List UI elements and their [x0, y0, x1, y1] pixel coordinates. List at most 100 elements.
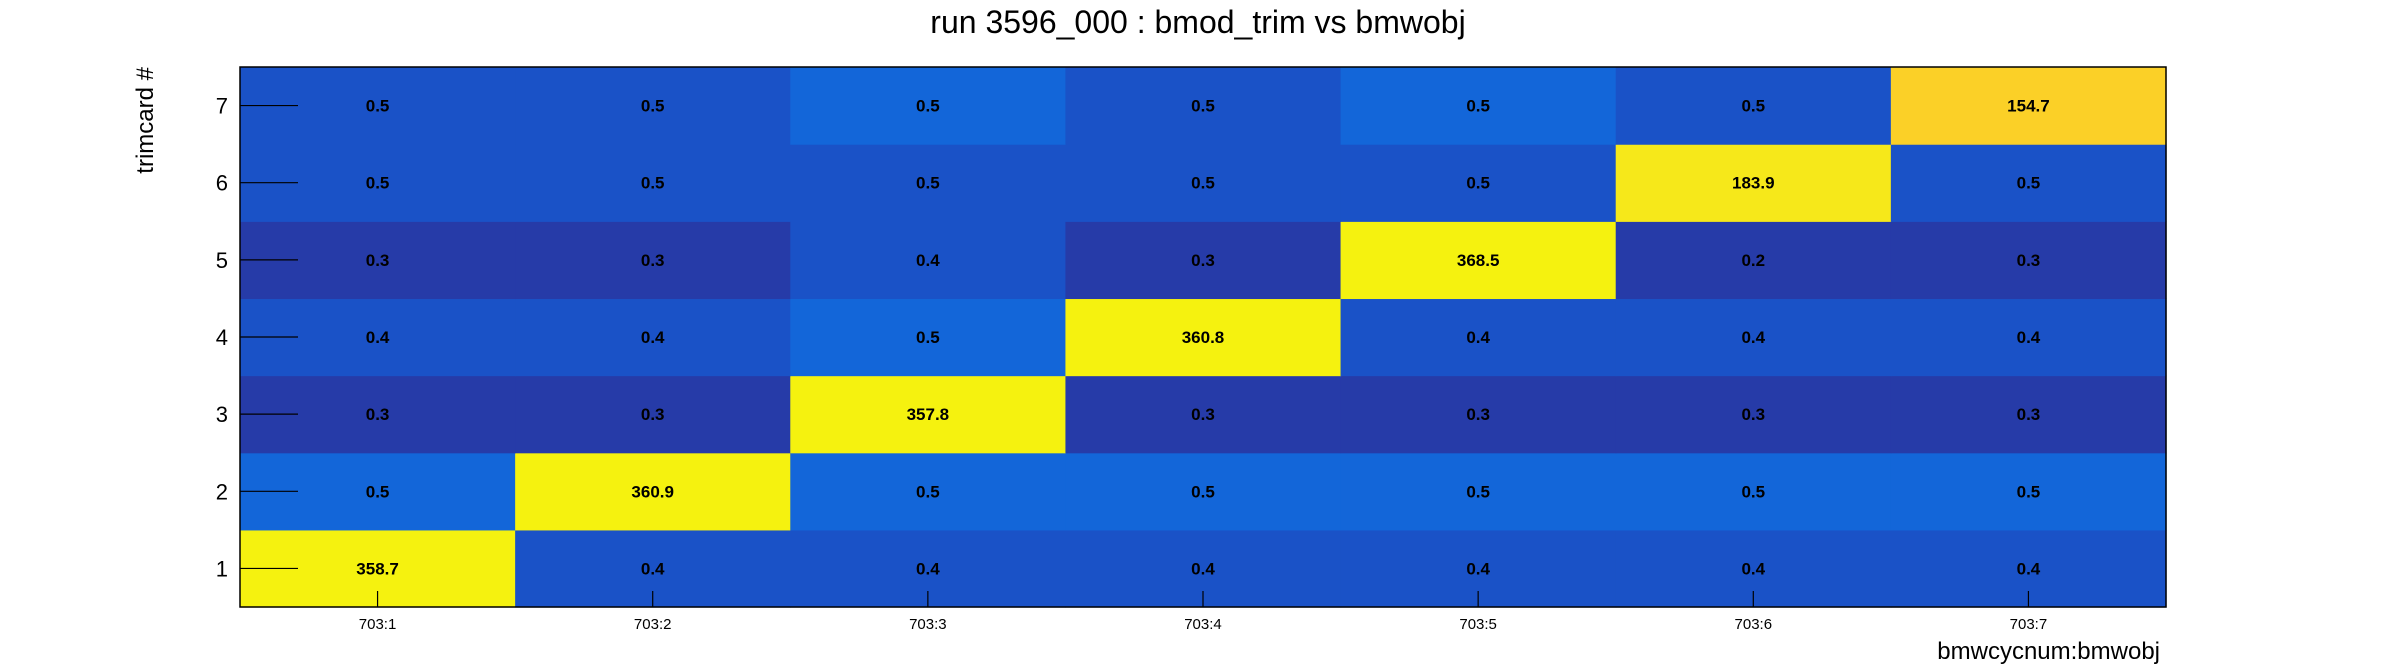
cell-value-label: 0.4: [1466, 328, 1490, 347]
heatmap-cell: [1065, 452, 1342, 531]
heatmap-cell: [1615, 221, 1892, 300]
cell-value-label: 358.7: [356, 559, 399, 578]
heatmap-cell: [790, 452, 1067, 531]
heatmap-cell: [1340, 298, 1617, 377]
y-tick-label: 4: [216, 325, 228, 350]
heatmap-cell: [1340, 221, 1617, 300]
x-tick-label: 703:6: [1735, 616, 1773, 633]
cell-value-label: 0.5: [1466, 97, 1490, 116]
y-tick-label: 1: [216, 556, 228, 581]
heatmap-cell: [1890, 144, 2167, 222]
heatmap-cell: [1340, 144, 1617, 222]
cell-value-label: 360.8: [1182, 328, 1225, 347]
cell-value-label: 154.7: [2007, 97, 2050, 116]
heatmap-cell: [790, 67, 1067, 145]
y-tick-label: 6: [216, 171, 228, 196]
cell-value-label: 0.5: [2017, 174, 2041, 193]
x-tick-label: 703:5: [1459, 616, 1497, 633]
cell-value-label: 0.4: [2017, 328, 2041, 347]
x-tick-label: 703:2: [634, 616, 672, 633]
cell-value-label: 0.3: [366, 405, 390, 424]
cell-value-label: 0.3: [641, 251, 665, 270]
cell-value-label: 0.5: [1191, 97, 1215, 116]
cell-value-label: 0.3: [366, 251, 390, 270]
cell-value-label: 0.5: [1741, 482, 1765, 501]
x-tick-label: 703:4: [1184, 616, 1222, 633]
heatmap-cell: [1890, 375, 2167, 454]
cell-value-label: 0.5: [366, 482, 390, 501]
heatmap-cells: [240, 67, 2167, 608]
heatmap-cell: [1340, 67, 1617, 145]
cell-value-labels: 358.7 0.4 0.4 0.4 0.4 0.4 0.4 0.5 360.9 0.5 0.5 0.5…: [356, 97, 2049, 579]
cell-value-label: 0.5: [916, 97, 940, 116]
heatmap-cell: [1615, 375, 1892, 454]
cell-value-label: 0.5: [1466, 174, 1490, 193]
heatmap-cell: [1615, 298, 1892, 377]
axis-ticks: [240, 104, 2030, 607]
cell-value-label: 0.3: [2017, 251, 2041, 270]
cell-value-label: 0.5: [641, 174, 665, 193]
heatmap-cell: [515, 221, 791, 300]
cell-value-label: 0.3: [1191, 251, 1215, 270]
cell-value-label: 0.4: [641, 328, 665, 347]
heatmap-cell: [1065, 221, 1342, 300]
cell-value-label: 0.3: [1466, 405, 1490, 424]
cell-value-label: 0.5: [641, 97, 665, 116]
heatmap-cell: [1615, 452, 1892, 531]
y-tick-label: 2: [216, 479, 228, 504]
heatmap-cell: [515, 452, 791, 531]
cell-value-label: 0.5: [916, 174, 940, 193]
y-tick-label: 7: [216, 94, 228, 119]
heatmap-cell: [1065, 375, 1342, 454]
x-tick-label: 703:1: [359, 616, 397, 633]
cell-value-label: 0.3: [1741, 405, 1765, 424]
x-axis-title: bmwcycnum:bmwobj: [1937, 638, 2160, 665]
heatmap-cell: [515, 375, 791, 454]
cell-value-label: 368.5: [1457, 251, 1500, 270]
cell-value-label: 0.5: [916, 482, 940, 501]
heatmap-cell: [1340, 452, 1617, 531]
cell-value-label: 0.4: [1741, 559, 1765, 578]
heatmap-cell: [1065, 144, 1342, 222]
cell-value-label: 0.5: [366, 97, 390, 116]
cell-value-label: 357.8: [907, 405, 950, 424]
heatmap-cell: [790, 375, 1067, 454]
heatmap-cell: [1890, 221, 2167, 300]
cell-value-label: 0.5: [1466, 482, 1490, 501]
heatmap-cell: [790, 144, 1067, 222]
cell-value-label: 0.5: [366, 174, 390, 193]
heatmap-cell: [515, 144, 791, 222]
cell-value-label: 0.4: [366, 328, 390, 347]
cell-value-label: 0.5: [2017, 482, 2041, 501]
cell-value-label: 0.5: [1191, 482, 1215, 501]
cell-value-label: 0.4: [916, 559, 940, 578]
cell-value-label: 0.2: [1741, 251, 1765, 270]
cell-value-label: 0.4: [1191, 559, 1215, 578]
plot-frame: [239, 66, 2167, 608]
cell-value-label: 0.5: [1741, 97, 1765, 116]
heatmap-cell: [1065, 67, 1342, 145]
cell-value-label: 0.4: [2017, 559, 2041, 578]
cell-value-label: 0.5: [916, 328, 940, 347]
heatmap-cell: [1890, 67, 2167, 145]
cell-value-label: 0.3: [1191, 405, 1215, 424]
heatmap-cell: [515, 298, 791, 377]
cell-value-label: 183.9: [1732, 174, 1775, 193]
cell-value-label: 360.9: [631, 482, 674, 501]
cell-value-label: 0.3: [2017, 405, 2041, 424]
heatmap-cell: [1615, 144, 1892, 222]
cell-value-label: 0.4: [1741, 328, 1765, 347]
cell-value-label: 0.4: [916, 251, 940, 270]
cell-value-label: 0.4: [1466, 559, 1490, 578]
chart-title: run 3596_000 : bmod_trim vs bmwobj: [930, 4, 1465, 40]
cell-value-label: 0.5: [1191, 174, 1215, 193]
y-tick-label: 3: [216, 402, 228, 427]
x-tick-label: 703:3: [909, 616, 947, 633]
y-tick-label: 5: [216, 248, 228, 273]
heatmap-cell: [1890, 298, 2167, 377]
heatmap-cell: [515, 67, 791, 145]
heatmap-cell: [790, 298, 1067, 377]
y-axis-title: trimcard #: [132, 66, 159, 173]
